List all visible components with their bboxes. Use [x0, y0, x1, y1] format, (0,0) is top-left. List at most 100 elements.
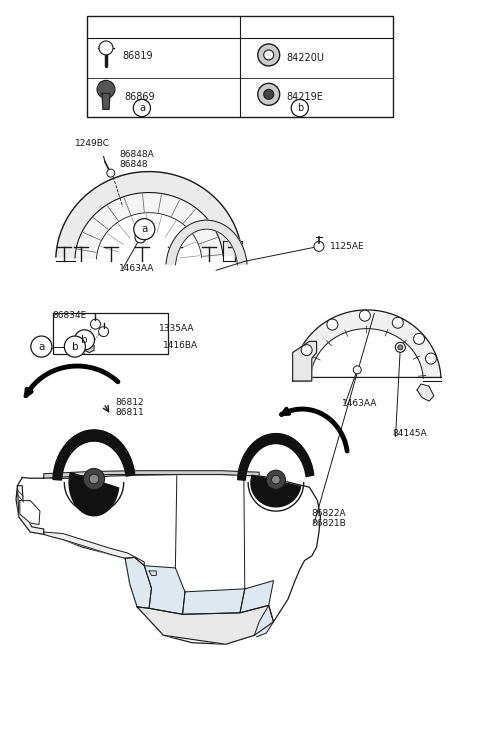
Circle shape — [360, 310, 371, 321]
Polygon shape — [275, 433, 277, 443]
Polygon shape — [59, 452, 67, 460]
Circle shape — [264, 89, 274, 99]
Polygon shape — [283, 435, 286, 445]
Text: 84220U: 84220U — [287, 53, 324, 63]
Polygon shape — [252, 442, 258, 452]
Text: 1463AA: 1463AA — [120, 263, 155, 272]
Circle shape — [74, 330, 95, 350]
Polygon shape — [238, 477, 245, 480]
Polygon shape — [250, 446, 256, 454]
Polygon shape — [17, 486, 44, 534]
Polygon shape — [91, 430, 93, 441]
Text: a: a — [139, 103, 145, 113]
Polygon shape — [125, 466, 134, 472]
Circle shape — [258, 83, 280, 105]
Polygon shape — [241, 461, 249, 467]
Polygon shape — [277, 433, 279, 443]
Polygon shape — [300, 451, 306, 459]
Polygon shape — [56, 462, 64, 468]
Polygon shape — [112, 438, 118, 448]
Polygon shape — [100, 430, 103, 442]
Text: 1249BC: 1249BC — [75, 140, 110, 148]
Text: b: b — [81, 334, 88, 345]
Polygon shape — [280, 434, 283, 444]
Polygon shape — [259, 438, 264, 448]
Polygon shape — [81, 341, 94, 352]
Bar — [87, 16, 393, 117]
Polygon shape — [60, 451, 68, 459]
Polygon shape — [290, 439, 295, 448]
Polygon shape — [306, 470, 313, 475]
Polygon shape — [53, 477, 62, 480]
Text: 1335AA: 1335AA — [158, 324, 194, 333]
Polygon shape — [260, 437, 265, 447]
Polygon shape — [54, 466, 63, 472]
Polygon shape — [102, 93, 110, 110]
Circle shape — [425, 353, 436, 364]
Polygon shape — [137, 605, 274, 644]
Polygon shape — [240, 464, 248, 469]
Polygon shape — [120, 451, 128, 459]
Polygon shape — [116, 443, 123, 453]
Circle shape — [84, 469, 105, 490]
Polygon shape — [248, 447, 255, 456]
Polygon shape — [72, 436, 78, 448]
Polygon shape — [302, 457, 310, 464]
Polygon shape — [239, 468, 247, 472]
Circle shape — [398, 345, 403, 350]
Polygon shape — [303, 461, 311, 467]
Circle shape — [301, 345, 312, 355]
Circle shape — [97, 80, 115, 98]
Polygon shape — [293, 310, 441, 378]
Polygon shape — [251, 476, 300, 507]
Polygon shape — [238, 472, 246, 476]
Polygon shape — [58, 454, 66, 463]
Circle shape — [89, 474, 99, 484]
Polygon shape — [123, 460, 132, 466]
Polygon shape — [104, 433, 109, 444]
Circle shape — [353, 366, 361, 374]
Text: 86812: 86812 — [116, 398, 144, 407]
Polygon shape — [109, 436, 115, 446]
Polygon shape — [262, 436, 266, 446]
Text: 86811: 86811 — [116, 408, 144, 417]
Circle shape — [31, 336, 52, 357]
Text: 1463AA: 1463AA — [342, 399, 377, 408]
Polygon shape — [304, 464, 312, 469]
Polygon shape — [281, 434, 285, 445]
Polygon shape — [269, 434, 272, 444]
Circle shape — [98, 327, 108, 337]
Polygon shape — [287, 437, 292, 447]
Polygon shape — [110, 437, 116, 448]
Polygon shape — [16, 475, 321, 644]
Text: 86819: 86819 — [122, 51, 153, 61]
Circle shape — [135, 232, 146, 243]
Polygon shape — [121, 453, 129, 460]
Polygon shape — [239, 470, 246, 475]
Polygon shape — [267, 434, 271, 445]
Circle shape — [314, 242, 324, 251]
Polygon shape — [87, 430, 90, 442]
Polygon shape — [117, 445, 124, 454]
Polygon shape — [106, 433, 111, 445]
Polygon shape — [251, 444, 257, 453]
Polygon shape — [294, 442, 300, 452]
Text: 84145A: 84145A — [392, 429, 427, 438]
Text: 86822A: 86822A — [312, 509, 347, 518]
Polygon shape — [70, 438, 76, 448]
Polygon shape — [79, 433, 84, 444]
Circle shape — [133, 100, 151, 117]
Polygon shape — [93, 430, 95, 441]
Polygon shape — [417, 384, 434, 401]
Polygon shape — [242, 457, 250, 464]
Polygon shape — [240, 580, 274, 613]
Polygon shape — [149, 571, 156, 575]
Polygon shape — [67, 441, 74, 452]
Text: 1125AE: 1125AE — [330, 242, 365, 250]
Text: 86869: 86869 — [124, 92, 155, 102]
Polygon shape — [291, 440, 297, 450]
Polygon shape — [20, 501, 40, 524]
Polygon shape — [44, 471, 259, 478]
Polygon shape — [125, 557, 152, 608]
Polygon shape — [257, 439, 262, 448]
